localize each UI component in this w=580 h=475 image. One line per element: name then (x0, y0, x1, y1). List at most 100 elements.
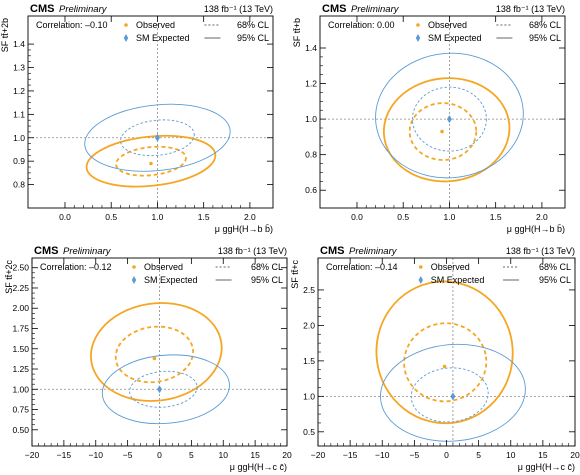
x-tick-label: 0.0 (351, 212, 363, 222)
expected-contour-68cl (129, 370, 198, 408)
legend-expected-label: SM Expected (144, 275, 198, 285)
preliminary-label: Preliminary (349, 246, 398, 257)
x-tick-label: 20 (282, 450, 292, 460)
legend-observed-marker (124, 23, 128, 27)
correlation-label: Correlation: –0.12 (40, 262, 112, 272)
legend-observed-label: Observed (431, 262, 470, 272)
observed-contour-95cl (382, 77, 511, 183)
legend-expected-label: SM Expected (136, 33, 190, 43)
y-axis-label: SF tt̄+b (292, 18, 302, 47)
observed-contour-95cl (375, 280, 514, 425)
y-tick-label: 1.3 (13, 63, 25, 73)
chart-panel-1: CMS Preliminary 138 fb⁻¹ (13 TeV) 0.0 0.5 1.0… (0, 3, 274, 234)
legend-observed-marker (416, 23, 420, 27)
x-axis-label: μ ggH(H→c c̄) (230, 462, 287, 472)
legend-expected-marker (418, 276, 423, 284)
x-tick-label: −10 (375, 450, 390, 460)
y-tick-label: 1.2 (305, 79, 317, 89)
plot-frame (27, 15, 274, 209)
x-axis-label: μ ggH(H→b b̄) (507, 224, 565, 234)
x-axis-label: μ ggH(H→c c̄) (518, 462, 575, 472)
lumi-label: 138 fb⁻¹ (13 TeV) (204, 4, 273, 14)
observed-contour-68cl (114, 325, 194, 384)
expected-sm-point (446, 115, 452, 124)
legend-68cl-label: 68% CL (529, 20, 561, 30)
lumi-label: 138 fb⁻¹ (13 TeV) (496, 4, 565, 14)
chart-panel-2: CMS Preliminary 138 fb⁻¹ (13 TeV) 0.0 0.5 1.0… (292, 3, 566, 234)
preliminary-label: Preliminary (63, 246, 112, 257)
x-tick-label: 15 (538, 450, 548, 460)
correlation-label: Correlation: –0.10 (36, 20, 108, 30)
cms-label: CMS (34, 245, 58, 257)
y-tick-label: 2.0 (303, 320, 315, 330)
y-tick-label: 0.5 (303, 427, 315, 437)
observed-contour-95cl (85, 134, 217, 188)
y-tick-label: 2.25 (12, 283, 29, 293)
y-tick-label: 1.1 (13, 109, 25, 119)
expected-sm-point (157, 385, 162, 394)
observed-best-fit-point (442, 364, 447, 369)
chart-panel-4: CMS Preliminary 138 fb⁻¹ (13 TeV) −20 −15 −10… (290, 245, 580, 472)
observed-contour-95cl (90, 302, 223, 402)
expected-contour-68cl (412, 86, 487, 152)
x-tick-label: 5 (476, 450, 481, 460)
plot-content (32, 258, 287, 446)
x-tick-label: 0.0 (59, 212, 71, 222)
legend-expected-marker (415, 34, 421, 42)
expected-sm-point (450, 392, 456, 401)
legend-expected-label: SM Expected (431, 275, 485, 285)
expected-contour-68cl (410, 367, 489, 423)
legend-95cl-label: 95% CL (529, 33, 561, 43)
legend-68cl-label: 68% CL (251, 262, 283, 272)
x-tick-label: −20 (25, 450, 40, 460)
x-tick-label: −10 (89, 450, 104, 460)
lumi-label: 138 fb⁻¹ (13 TeV) (218, 246, 287, 256)
x-tick-label: −5 (123, 450, 133, 460)
expected-contour-95cl (380, 343, 526, 442)
legend-observed-marker (419, 265, 423, 269)
y-tick-label: 1.0 (13, 133, 25, 143)
preliminary-label: Preliminary (351, 4, 400, 15)
x-tick-label: −20 (311, 450, 326, 460)
legend-95cl-label: 95% CL (251, 275, 283, 285)
y-axis-label: SF tt̄+2c (4, 260, 14, 294)
preliminary-label: Preliminary (59, 4, 108, 15)
legend-expected-label: SM Expected (428, 33, 482, 43)
x-tick-label: −15 (343, 450, 358, 460)
y-tick-label: 1.25 (12, 364, 29, 374)
observed-best-fit-point (440, 129, 444, 134)
plot-content (320, 16, 565, 208)
expected-sm-point (154, 133, 160, 142)
cms-label: CMS (30, 3, 54, 15)
x-tick-label: 0.5 (105, 212, 117, 222)
y-tick-label: 2.50 (12, 263, 29, 273)
legend-95cl-label: 95% CL (539, 275, 571, 285)
lumi-label: 138 fb⁻¹ (13 TeV) (506, 246, 575, 256)
legend-expected-marker (131, 276, 137, 284)
legend-observed-label: Observed (144, 262, 183, 272)
y-tick-label: 1.75 (12, 324, 29, 334)
legend-observed-marker (132, 265, 136, 269)
y-tick-label: 2.00 (12, 303, 29, 313)
x-tick-label: 0 (157, 450, 162, 460)
legend-68cl-label: 68% CL (539, 262, 571, 272)
x-tick-label: 20 (570, 450, 580, 460)
expected-contour-95cl (101, 354, 230, 425)
legend-observed-label: Observed (428, 20, 467, 30)
x-tick-label: 15 (250, 450, 260, 460)
expected-contour-95cl (375, 52, 524, 179)
correlation-label: Correlation: –0.14 (326, 262, 398, 272)
observed-contour-68cl (115, 145, 187, 177)
x-tick-label: 1.0 (152, 212, 164, 222)
y-tick-label: 0.50 (12, 425, 29, 435)
observed-contour-68cl (403, 322, 488, 403)
plot-content (28, 16, 273, 208)
y-tick-label: 1.00 (12, 384, 29, 394)
y-tick-label: 1.50 (12, 344, 29, 354)
x-tick-label: 10 (506, 450, 516, 460)
y-tick-label: 0.9 (13, 156, 25, 166)
y-tick-label: 2.5 (303, 285, 315, 295)
expected-contour-95cl (84, 103, 231, 172)
x-tick-label: 0 (444, 450, 449, 460)
x-tick-label: 1.5 (198, 212, 210, 222)
